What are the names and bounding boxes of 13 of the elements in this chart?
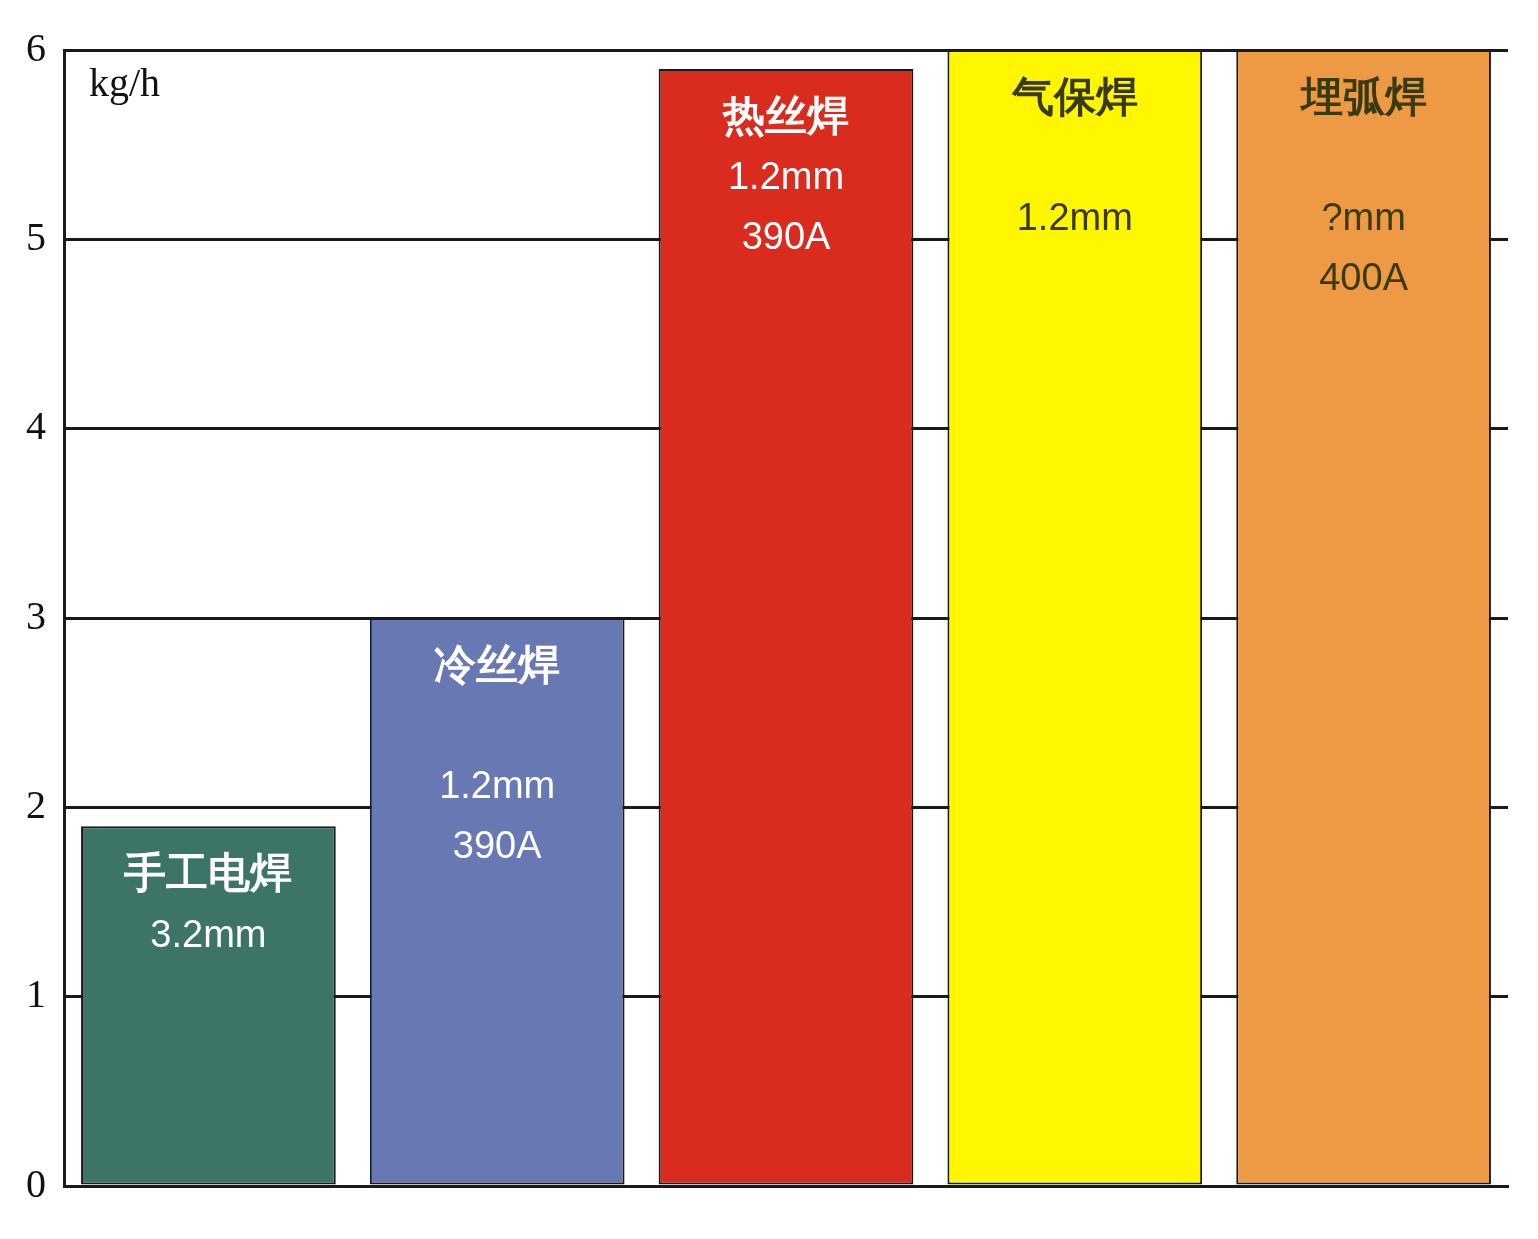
y-tick-label: 0 [26,1160,46,1206]
x-tick-label: 手工电焊 3.2mm [123,848,293,955]
y-tick-label: 1 [26,971,46,1017]
y-axis-title: kg/h [89,59,161,105]
x-tick-label: 热丝焊 1.2mm 390A [722,90,849,258]
y-tick-label: 6 [26,24,46,70]
y-tick-label: 2 [26,781,46,827]
y-tick-label: 5 [26,213,46,259]
y-tick-label: 3 [26,592,46,638]
category-label: 冷丝焊 1.2mm 390A [434,639,561,867]
category-label: 气保焊 1.2mm [1011,71,1138,239]
category-label: 埋弧焊 ?mm 400A [1300,71,1427,299]
y-tick-label: 4 [26,403,46,449]
